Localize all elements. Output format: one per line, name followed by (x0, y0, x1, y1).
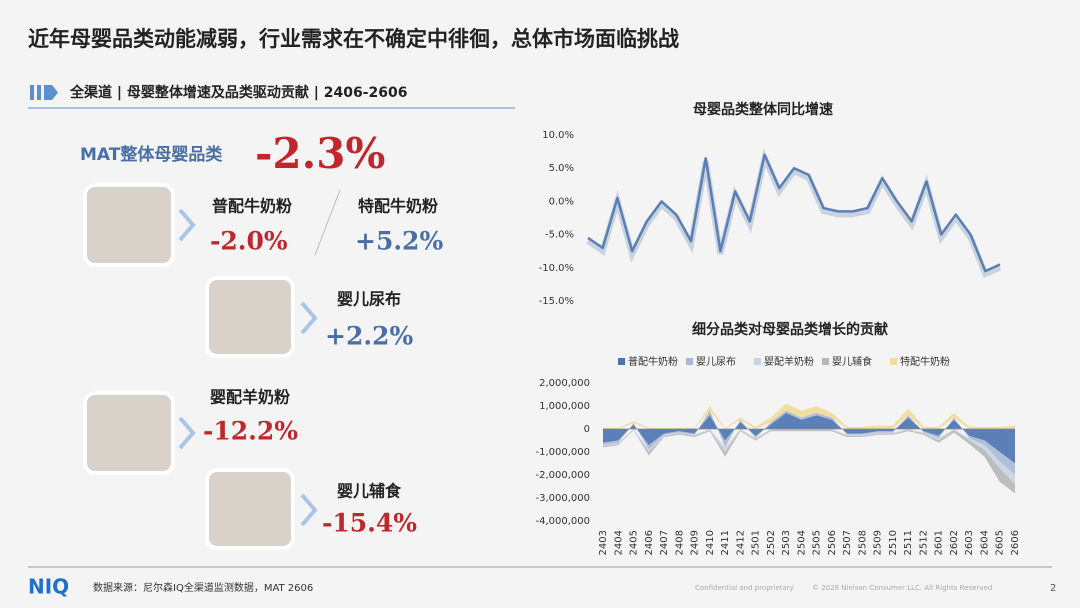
x-tick-label: 2408 (674, 530, 685, 555)
y-tick-label: -4,000,000 (535, 516, 590, 527)
legend-swatch (754, 358, 761, 365)
item-label: 婴配羊奶粉 (210, 388, 290, 407)
area (603, 412, 1015, 464)
x-tick-label: 2503 (781, 530, 792, 555)
x-tick-label: 2606 (1010, 530, 1021, 555)
y-tick-label: -5.0% (545, 230, 574, 241)
x-tick-label: 2511 (903, 530, 914, 555)
source: 数据来源：尼尔森IQ全渠道监测数据，MAT 2606 (93, 581, 313, 594)
page-number: 2 (1050, 583, 1056, 594)
chevrons (178, 208, 318, 527)
legend-swatch (890, 358, 897, 365)
slide-title: 近年母婴品类动能减弱，行业需求在不确定中徘徊，总体市场面临挑战 (28, 27, 679, 51)
divider (314, 189, 341, 256)
item-value: -12.2% (203, 417, 298, 446)
x-tick-label: 2406 (644, 530, 655, 555)
x-tick-label: 2504 (796, 530, 807, 555)
x-tick-label: 2407 (659, 530, 670, 555)
section-title: 全渠道 | 母婴整体增速及品类驱动贡献 | 2406-2606 (69, 84, 407, 101)
y-tick-label: 10.0% (542, 130, 574, 141)
area (603, 429, 1015, 494)
legend-label: 婴配羊奶粉 (764, 355, 814, 368)
item-value: +2.2% (325, 322, 413, 351)
x-tick-label: 2601 (934, 530, 945, 555)
item-label: 婴儿辅食 (337, 482, 402, 501)
legend-label: 婴儿尿布 (696, 356, 736, 368)
logo: NIQ (28, 575, 69, 599)
y-tick-label: -3,000,000 (535, 493, 590, 504)
chart-title: 母婴品类整体同比增速 (693, 101, 833, 118)
x-tick-label: 2411 (720, 530, 731, 555)
x-tick-label: 2502 (766, 530, 777, 555)
overall-label: MAT整体母婴品类 (80, 144, 223, 165)
x-tick-label: 2409 (690, 530, 701, 555)
x-tick-label: 2403 (598, 530, 609, 555)
line (587, 153, 1001, 273)
y-tick-label: 2,000,000 (539, 378, 590, 389)
x-tick-label: 2412 (735, 530, 746, 555)
chart-title: 细分品类对母婴品类增长的贡献 (692, 321, 888, 338)
x-tick-label: 2501 (751, 530, 762, 555)
y-tick-label: 5.0% (549, 163, 574, 174)
x-tick-label: 2405 (629, 530, 640, 555)
overall-value: -2.3% (255, 129, 385, 178)
x-tick-label: 2404 (613, 530, 624, 555)
item-value: +5.2% (355, 227, 443, 256)
legend-swatch (686, 358, 693, 365)
x-tick-label: 2605 (995, 530, 1006, 555)
x-tick-label: 2602 (949, 530, 960, 555)
x-tick-label: 2508 (857, 530, 868, 555)
y-tick-label: 1,000,000 (539, 401, 590, 412)
photos (83, 183, 295, 550)
x-tick-label: 2505 (812, 530, 823, 555)
x-tick-label: 2603 (964, 530, 975, 555)
x-tick-label: 2506 (827, 530, 838, 555)
item-label: 婴儿尿布 (337, 290, 401, 309)
section-icon (30, 85, 58, 100)
area (603, 403, 1015, 429)
legend-label: 特配牛奶粉 (900, 355, 950, 368)
item-label: 普配牛奶粉 (212, 197, 292, 216)
item-label: 特配牛奶粉 (358, 197, 438, 216)
copyright: © 2026 Nielsen Consumer LLC. All Rights … (812, 584, 992, 592)
item-value: -2.0% (210, 227, 288, 256)
y-tick-label: 0 (584, 424, 590, 435)
area (603, 429, 1015, 485)
legend-label: 婴儿辅食 (832, 355, 872, 368)
x-tick-label: 2410 (705, 530, 716, 555)
y-tick-label: -15.0% (539, 296, 574, 307)
x-tick-label: 2604 (979, 530, 990, 555)
legend-label: 普配牛奶粉 (628, 355, 678, 368)
y-tick-label: -2,000,000 (535, 470, 590, 481)
y-tick-label: -1,000,000 (535, 447, 590, 458)
y-tick-label: -10.0% (539, 263, 574, 274)
x-tick-label: 2507 (842, 530, 853, 555)
legend-swatch (618, 358, 625, 365)
item-value: -15.4% (322, 509, 417, 538)
y-tick-label: 0.0% (549, 196, 574, 207)
x-tick-label: 2510 (888, 530, 899, 555)
confidential: Confidential and proprietary (695, 584, 794, 592)
legend-swatch (822, 358, 829, 365)
x-tick-label: 2509 (873, 530, 884, 555)
x-tick-label: 2512 (918, 530, 929, 555)
